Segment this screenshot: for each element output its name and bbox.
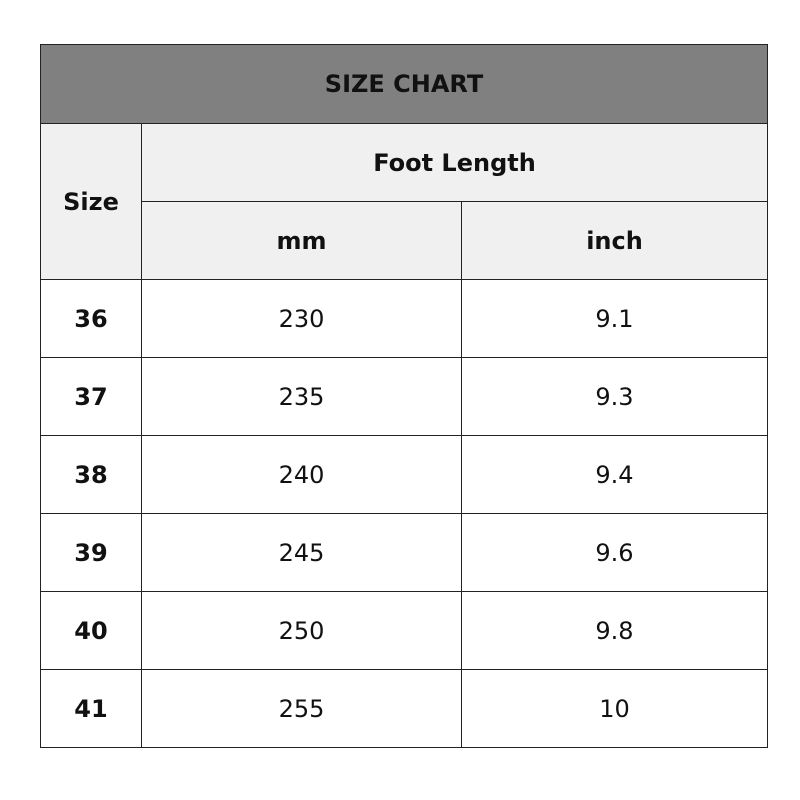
size-cell: 38 <box>40 435 142 514</box>
inch-cell: 9.3 <box>461 357 768 436</box>
mm-cell: 235 <box>141 357 462 436</box>
header-inch: inch <box>461 201 768 280</box>
table-row: 38 240 9.4 <box>40 435 768 514</box>
mm-cell: 240 <box>141 435 462 514</box>
size-cell: 37 <box>40 357 142 436</box>
inch-cell: 9.6 <box>461 513 768 592</box>
mm-cell: 245 <box>141 513 462 592</box>
size-cell: 36 <box>40 279 142 358</box>
mm-cell: 255 <box>141 669 462 748</box>
size-cell: 39 <box>40 513 142 592</box>
size-cell: 40 <box>40 591 142 670</box>
inch-cell: 9.8 <box>461 591 768 670</box>
header-size: Size <box>40 123 142 280</box>
table-row: 41 255 10 <box>40 669 768 748</box>
table-row: 40 250 9.8 <box>40 591 768 670</box>
table-row: 36 230 9.1 <box>40 279 768 358</box>
mm-cell: 230 <box>141 279 462 358</box>
size-chart-table: SIZE CHART Size Foot Length mm inch 36 23… <box>40 44 768 748</box>
mm-cell: 250 <box>141 591 462 670</box>
header-foot-length: Foot Length <box>141 123 768 202</box>
size-cell: 41 <box>40 669 142 748</box>
table-row: 37 235 9.3 <box>40 357 768 436</box>
table-title: SIZE CHART <box>40 44 768 124</box>
table-row: 39 245 9.6 <box>40 513 768 592</box>
inch-cell: 10 <box>461 669 768 748</box>
inch-cell: 9.1 <box>461 279 768 358</box>
inch-cell: 9.4 <box>461 435 768 514</box>
header-mm: mm <box>141 201 462 280</box>
